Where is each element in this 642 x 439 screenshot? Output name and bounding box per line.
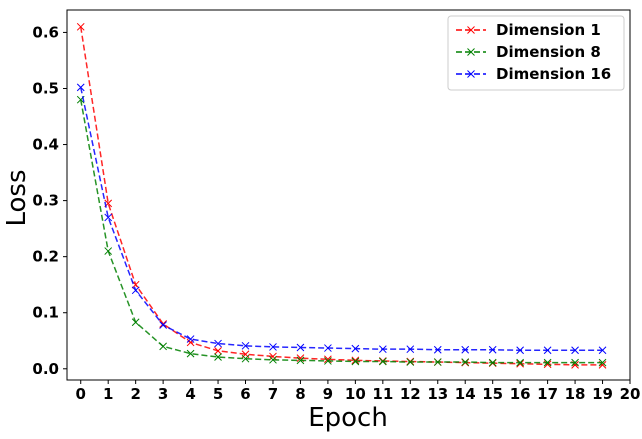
data-point-dimension-16 [296,343,305,352]
x-tick-label: 6 [240,385,250,403]
series-line-dimension-16 [79,87,603,352]
y-tick-label: 0.0 [32,360,59,378]
data-point-dimension-8 [241,354,250,363]
data-point-dimension-16 [104,213,113,222]
data-point-dimension-8 [324,357,332,365]
data-point-dimension-1 [269,352,277,361]
y-ticks: 0.0 0.1 0.2 0.3 0.4 0.5 0.6 [32,23,67,378]
x-tick-label: 9 [323,385,333,403]
data-point-dimension-8 [214,353,222,361]
legend-entry-dimension-16: Dimension 16 [456,65,611,83]
data-point-dimension-8 [269,355,277,364]
x-tick-label: 8 [295,385,305,403]
data-point-dimension-8 [296,356,305,365]
series-line-dimension-1 [79,26,603,366]
data-point-dimension-8 [543,358,552,367]
x-tick-label: 10 [345,385,366,403]
legend-marker [467,48,475,56]
x-tick-label: 5 [213,385,223,403]
legend-label: Dimension 8 [496,43,601,61]
y-tick-label: 0.5 [32,79,59,97]
x-tick-label: 1 [103,385,113,403]
y-tick-label: 0.3 [32,192,59,210]
data-point-dimension-8 [104,247,113,255]
data-point-dimension-16 [131,286,140,295]
data-point-dimension-16 [488,345,497,354]
legend-entry-dimension-1: Dimension 1 [456,21,601,39]
x-tick-label: 18 [565,385,586,403]
data-point-dimension-8 [571,358,579,367]
data-point-dimension-1 [76,22,85,31]
data-point-dimension-16 [461,345,470,354]
legend-marker [467,70,475,78]
data-point-dimension-8 [461,358,470,366]
data-point-dimension-1 [214,346,222,355]
legend-marker [467,26,475,34]
series-layer [76,22,607,369]
x-tick-label: 16 [510,385,531,403]
data-point-dimension-16 [516,346,524,355]
data-point-dimension-16 [186,335,195,343]
data-point-dimension-1 [351,356,360,365]
data-point-dimension-8 [186,349,195,358]
series-dimension-16 [76,83,607,355]
x-tick-label: 17 [537,385,558,403]
x-tick-label: 13 [427,385,448,403]
x-tick-label: 11 [372,385,393,403]
x-tick-label: 0 [76,385,86,403]
x-tick-label: 12 [400,385,421,403]
data-point-dimension-8 [433,358,442,366]
series-line-dimension-8 [79,99,603,364]
legend-label: Dimension 16 [496,65,611,83]
x-tick-label: 15 [482,385,503,403]
data-point-dimension-16 [406,345,415,354]
x-tick-label: 14 [455,385,476,403]
data-point-dimension-8 [598,358,607,367]
data-point-dimension-1 [516,359,524,368]
x-tick-label: 7 [268,385,278,403]
data-point-dimension-8 [351,357,360,366]
data-point-dimension-8 [378,357,387,366]
legend-label: Dimension 1 [496,21,601,39]
x-tick-label: 3 [158,385,168,403]
data-point-dimension-8 [488,358,497,367]
data-point-dimension-16 [241,341,250,350]
data-point-dimension-8 [406,358,415,366]
legend-entry-dimension-8: Dimension 8 [456,43,601,61]
data-point-dimension-16 [214,339,222,348]
data-point-dimension-16 [76,83,85,92]
legend: Dimension 1 Dimension 8 Dimension 16 [447,15,625,91]
y-axis-title: Loss [2,169,32,226]
y-tick-label: 0.2 [32,248,59,266]
x-axis-title: Epoch [308,403,388,433]
data-point-dimension-8 [516,358,524,367]
data-point-dimension-16 [269,343,277,351]
data-point-dimension-16 [378,345,387,354]
y-tick-label: 0.6 [32,23,59,41]
x-tick-label: 20 [620,385,641,403]
data-point-dimension-8 [159,342,167,351]
x-ticks: 0 1 2 3 4 5 6 7 8 9 10 11 12 13 14 15 16 17 18 19 20 [76,380,641,403]
x-tick-label: 2 [130,385,140,403]
data-point-dimension-16 [598,346,607,355]
data-point-dimension-16 [324,344,332,352]
data-point-dimension-16 [433,345,442,354]
data-point-dimension-16 [159,321,167,329]
y-tick-label: 0.4 [32,136,59,154]
series-dimension-8 [76,95,607,367]
data-point-dimension-16 [543,346,552,355]
plot-frame [66,9,631,381]
data-point-dimension-16 [351,344,360,353]
x-tick-label: 4 [185,385,195,403]
x-tick-label: 19 [592,385,613,403]
axes-layer [66,9,631,381]
data-point-dimension-8 [131,318,140,327]
y-tick-label: 0.1 [32,304,59,322]
legend-box [447,15,625,91]
data-point-dimension-16 [571,346,579,355]
